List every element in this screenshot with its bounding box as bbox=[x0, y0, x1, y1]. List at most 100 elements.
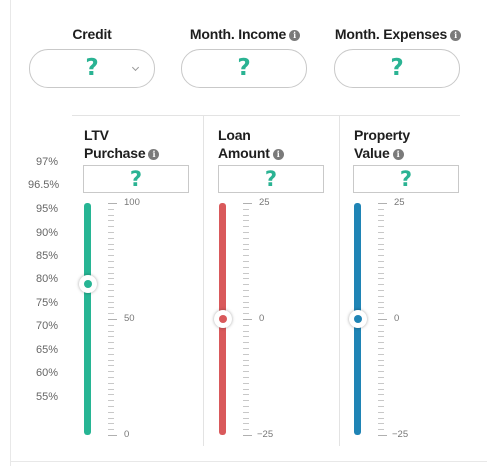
scale-tick bbox=[378, 429, 384, 431]
credit-label: Credit bbox=[32, 26, 152, 42]
ltv-purchase-input[interactable]: ? bbox=[83, 165, 189, 193]
scale-tick bbox=[378, 261, 384, 262]
scale-tick bbox=[378, 406, 384, 407]
scale-tick bbox=[243, 429, 249, 431]
scale-tick bbox=[243, 365, 249, 367]
ltv-purchase-label-line2: Purchase bbox=[84, 145, 146, 161]
column-divider bbox=[203, 116, 204, 446]
scale-tick bbox=[108, 330, 114, 332]
property-value-input[interactable]: ? bbox=[353, 165, 459, 193]
ltv-option-85[interactable]: 85% bbox=[35, 250, 58, 262]
property-value-value: ? bbox=[399, 167, 413, 191]
ltv-option-96-5[interactable]: 96.5% bbox=[28, 179, 60, 191]
scale-tick bbox=[108, 371, 114, 373]
loan-amount-scale-top: 25 bbox=[259, 197, 270, 208]
scale-tick bbox=[108, 324, 114, 326]
scale-tick bbox=[108, 359, 114, 361]
scale-tick bbox=[243, 330, 249, 332]
scale-tick bbox=[378, 278, 384, 280]
property-value-label: Property Value i bbox=[354, 126, 410, 162]
scale-tick bbox=[243, 237, 249, 239]
scale-tick bbox=[378, 348, 384, 349]
section-divider bbox=[72, 115, 460, 116]
scale-tick bbox=[378, 208, 384, 210]
scale-tick bbox=[108, 342, 114, 344]
credit-select[interactable]: ? bbox=[29, 49, 155, 88]
scale-tick bbox=[378, 371, 384, 373]
scale-tick bbox=[378, 226, 384, 228]
scale-tick bbox=[108, 214, 114, 216]
scale-tick bbox=[243, 284, 249, 286]
scale-tick bbox=[378, 307, 384, 309]
scale-tick bbox=[378, 313, 384, 315]
scale-tick bbox=[378, 377, 384, 378]
ltv-option-60[interactable]: 60% bbox=[35, 367, 58, 379]
ltv-option-90[interactable]: 90% bbox=[35, 227, 58, 239]
scale-tick bbox=[378, 290, 384, 291]
property-value-scale-top: 25 bbox=[394, 197, 405, 208]
ltv-option-97[interactable]: 97% bbox=[35, 156, 58, 168]
scale-tick bbox=[108, 266, 114, 268]
scale-tick bbox=[243, 324, 249, 326]
ltv-purchase-scale-bottom: 0 bbox=[124, 429, 130, 440]
scale-tick bbox=[243, 411, 249, 413]
frame-left-border bbox=[10, 0, 11, 466]
monthly-income-field[interactable]: ? bbox=[181, 49, 307, 88]
scale-major-tick bbox=[243, 203, 252, 204]
scale-tick bbox=[108, 255, 114, 257]
scale-tick bbox=[243, 406, 249, 407]
scale-major-tick bbox=[378, 319, 387, 320]
loan-amount-scale-mid: 0 bbox=[259, 313, 265, 324]
monthly-income-value: ? bbox=[237, 55, 251, 81]
monthly-expenses-field[interactable]: ? bbox=[334, 49, 460, 88]
frame-bottom-border bbox=[10, 461, 487, 462]
scale-tick bbox=[378, 255, 384, 257]
scale-tick bbox=[378, 388, 384, 390]
ltv-option-55[interactable]: 55% bbox=[35, 391, 58, 403]
monthly-expenses-label-text: Month. Expenses bbox=[334, 26, 448, 42]
scale-tick bbox=[243, 243, 249, 245]
scale-tick bbox=[243, 208, 249, 210]
scale-tick bbox=[243, 301, 249, 303]
credit-label-text: Credit bbox=[72, 26, 112, 42]
scale-tick bbox=[378, 249, 384, 251]
scale-tick bbox=[378, 423, 384, 425]
info-icon[interactable]: i bbox=[272, 149, 284, 160]
scale-tick bbox=[378, 382, 384, 384]
ltv-option-95[interactable]: 95% bbox=[35, 203, 58, 215]
scale-tick bbox=[108, 290, 114, 291]
property-value-scale-mid: 0 bbox=[394, 313, 400, 324]
scale-tick bbox=[378, 220, 384, 222]
ltv-option-70[interactable]: 70% bbox=[35, 320, 58, 332]
loan-amount-input[interactable]: ? bbox=[218, 165, 324, 193]
scale-tick bbox=[108, 377, 114, 378]
ltv-purchase-slider-handle[interactable] bbox=[78, 275, 97, 294]
scale-tick bbox=[243, 336, 249, 338]
scale-tick bbox=[108, 284, 114, 286]
property-value-scale-bottom: −25 bbox=[392, 429, 409, 440]
loan-amount-slider-handle[interactable] bbox=[213, 310, 232, 328]
scale-tick bbox=[108, 394, 114, 396]
info-icon[interactable]: i bbox=[392, 149, 404, 160]
ltv-purchase-slider-track[interactable] bbox=[84, 203, 91, 435]
scale-tick bbox=[243, 266, 249, 268]
scale-tick bbox=[243, 249, 249, 251]
scale-major-tick bbox=[108, 319, 117, 320]
scale-tick bbox=[108, 295, 114, 297]
ltv-option-80[interactable]: 80% bbox=[35, 273, 58, 285]
scale-tick bbox=[243, 290, 249, 291]
info-icon[interactable]: i bbox=[148, 149, 160, 160]
scale-tick bbox=[108, 313, 114, 315]
info-icon[interactable]: i bbox=[450, 30, 462, 41]
scale-tick bbox=[108, 336, 114, 338]
scale-tick bbox=[243, 272, 249, 274]
ltv-option-65[interactable]: 65% bbox=[35, 344, 58, 356]
ltv-option-75[interactable]: 75% bbox=[35, 297, 58, 309]
property-value-slider-handle[interactable] bbox=[348, 310, 367, 328]
scale-tick bbox=[378, 272, 384, 274]
scale-tick bbox=[108, 237, 114, 239]
info-icon[interactable]: i bbox=[289, 30, 301, 41]
scale-tick bbox=[378, 243, 384, 245]
scale-tick bbox=[243, 348, 249, 349]
scale-tick bbox=[108, 249, 114, 251]
